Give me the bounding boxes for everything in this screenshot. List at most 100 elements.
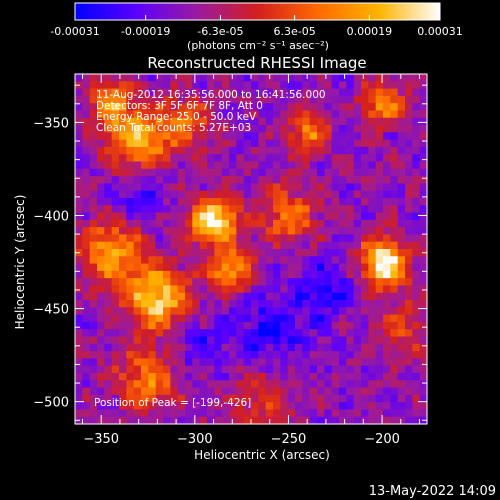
heatmap-cell [177,314,186,323]
heatmap-cell [361,154,369,163]
heatmap-cell [214,227,223,236]
heatmap-cell [280,394,289,403]
heatmap-cell [148,307,157,316]
heatmap-cell [97,292,105,301]
heatmap-cell [243,205,252,214]
heatmap-cell [397,263,406,272]
heatmap-cell [302,241,311,250]
heatmap-cell [280,372,289,381]
heatmap-cell [243,234,252,243]
heatmap-cell [82,139,91,148]
heatmap-cell [390,183,399,192]
heatmap-cell [309,103,318,112]
heatmap-cell [273,351,281,359]
heatmap-cell [405,329,413,338]
heatmap-cell [317,183,325,192]
heatmap-cell [89,139,98,148]
heatmap-cell [207,117,215,126]
heatmap-cell [383,212,391,221]
heatmap-cell [236,74,245,82]
heatmap-cell [390,190,399,199]
heatmap-cell [251,183,259,192]
heatmap-cell [97,168,105,177]
heatmap-cell [177,292,186,301]
heatmap-cell [295,117,303,126]
heatmap-cell [324,110,333,119]
heatmap-cell [361,285,369,294]
y-tick-label: −350 [33,116,69,131]
heatmap-cell [199,161,208,170]
heatmap-cell [265,372,274,381]
heatmap-cell [346,219,355,228]
heatmap-cell [111,263,120,272]
heatmap-cell [126,190,135,199]
heatmap-cell [207,351,215,359]
heatmap-cell [368,205,377,214]
heatmap-cell [207,183,215,192]
heatmap-cell [148,132,157,141]
heatmap-cell [82,285,91,294]
heatmap-cell [89,95,98,104]
heatmap-cell [302,88,311,97]
heatmap-cell [75,409,83,418]
heatmap-cell [229,292,237,301]
heatmap-cell [273,365,281,374]
heatmap-cell [236,183,245,192]
heatmap-cell [302,219,311,228]
heatmap-cell [405,132,413,141]
heatmap-cell [119,168,127,177]
heatmap-cell [163,146,171,155]
heatmap-cell [265,183,274,192]
heatmap-cell [126,394,135,403]
heatmap-cell [185,139,193,148]
heatmap-cell [361,176,369,184]
heatmap-cell [141,183,149,192]
heatmap-cell [141,161,149,170]
heatmap-cell [390,168,399,177]
heatmap-cell [273,176,281,184]
heatmap-cell [82,329,91,338]
heatmap-cell [82,168,91,177]
heatmap-cell [331,292,340,301]
heatmap-cell [97,314,105,323]
heatmap-cell [141,241,149,250]
heatmap-cell [383,358,391,367]
heatmap-cell [324,183,333,192]
heatmap-cell [412,103,421,112]
heatmap-cell [295,394,303,403]
heatmap-cell [214,380,223,389]
heatmap-cell [199,125,208,133]
heatmap-cell [243,321,252,330]
heatmap-cell [207,365,215,374]
heatmap-cell [419,190,428,199]
heatmap-cell [236,394,245,403]
heatmap-cell [309,278,318,287]
heatmap-cell [236,168,245,177]
heatmap-cell [82,241,91,250]
heatmap-cell [236,212,245,221]
heatmap-cell [368,125,377,133]
heatmap-cell [97,336,105,345]
heatmap-cell [236,241,245,250]
heatmap-cell [302,74,311,82]
heatmap-cell [412,125,421,133]
heatmap-cell [119,74,127,82]
heatmap-cell [383,241,391,250]
heatmap-cell [324,292,333,301]
heatmap-cell [287,146,296,155]
heatmap-cell [368,110,377,119]
heatmap-cell [214,168,223,177]
heatmap-cell [309,183,318,192]
heatmap-cell [331,125,340,133]
heatmap-cell [251,227,259,236]
heatmap-cell [133,197,142,206]
heatmap-cell [287,314,296,323]
heatmap-cell [317,190,325,199]
heatmap-cell [368,197,377,206]
heatmap-cell [317,205,325,214]
heatmap-cell [419,372,428,381]
heatmap-cell [346,154,355,163]
heatmap-cell [141,154,149,163]
heatmap-cell [170,394,179,403]
heatmap-cell [405,227,413,236]
